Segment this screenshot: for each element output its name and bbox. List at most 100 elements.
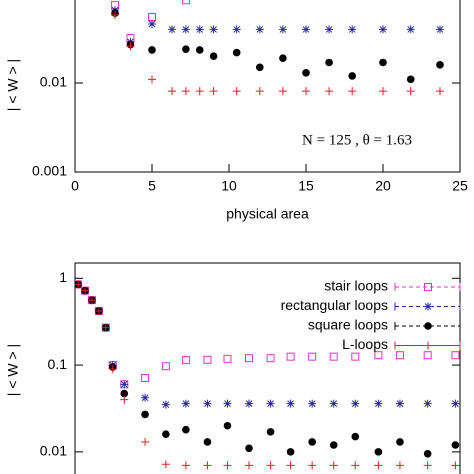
legend-label: L-loops [342, 336, 388, 352]
x-tick-label: 25 [452, 178, 468, 194]
marker-plus [232, 87, 241, 96]
marker-dot [245, 444, 253, 453]
marker-star [209, 25, 218, 34]
marker-square [223, 354, 232, 363]
marker-plus [101, 323, 110, 332]
marker-plus [94, 306, 103, 315]
marker-plus [286, 461, 295, 470]
y-tick-label: 0.1 [48, 0, 68, 1]
marker-square [424, 283, 432, 291]
marker-star [406, 25, 415, 34]
y-tick-label: 0.001 [32, 163, 67, 179]
marker-star [308, 399, 317, 408]
marker-dot [223, 421, 232, 430]
marker-plus [325, 87, 334, 96]
marker-dot [329, 441, 338, 449]
marker-dot [279, 54, 287, 62]
marker-square [181, 0, 190, 5]
marker-star [351, 399, 360, 408]
marker-star [161, 400, 170, 409]
marker-star [278, 25, 287, 34]
marker-plus [435, 87, 444, 96]
marker-dot [351, 432, 360, 441]
marker-star [148, 20, 156, 29]
x-tick-label: 20 [375, 178, 391, 194]
marker-plus [209, 87, 218, 96]
marker-dot [203, 438, 212, 446]
marker-plus [266, 461, 275, 470]
marker-star [120, 380, 129, 389]
marker-star [451, 399, 460, 408]
marker-square [329, 352, 338, 361]
marker-plus [348, 87, 357, 96]
marker-star [255, 25, 264, 34]
marker-plus [181, 461, 190, 470]
marker-plus [148, 75, 156, 84]
marker-dot [423, 450, 432, 458]
marker-dot [348, 72, 357, 80]
annotation: N = 125 , θ = 1.63 [302, 132, 412, 148]
marker-square [148, 13, 156, 22]
marker-dot [162, 430, 170, 438]
marker-plus [245, 461, 254, 470]
marker-dot [374, 448, 383, 456]
y-tick-label: 0.1 [48, 356, 68, 372]
marker-dot [286, 448, 295, 456]
marker-dot [182, 425, 190, 434]
marker-star [286, 399, 295, 408]
marker-dot [148, 46, 156, 54]
marker-dot [308, 438, 316, 446]
marker-square [203, 355, 212, 364]
marker-plus [75, 280, 83, 289]
marker-star [329, 399, 338, 408]
marker-plus [451, 461, 460, 470]
y-tick-label: 1 [59, 269, 67, 285]
marker-plus [141, 437, 150, 446]
x-axis-label: physical area [226, 206, 309, 222]
marker-plus [329, 461, 338, 470]
marker-plus [374, 461, 383, 470]
marker-square [161, 362, 170, 371]
marker-dot [209, 52, 218, 61]
marker-square [451, 351, 460, 360]
marker-star [325, 25, 334, 34]
marker-dot [396, 438, 404, 446]
marker-square [351, 352, 360, 361]
marker-dot [266, 428, 275, 436]
marker-square [141, 373, 150, 382]
marker-plus [181, 87, 190, 96]
marker-dot [141, 410, 149, 419]
marker-dot [436, 61, 444, 69]
marker-dot [182, 45, 190, 53]
marker-star [266, 399, 275, 408]
y-tick-label: 0.01 [40, 443, 67, 459]
marker-plus [379, 87, 387, 96]
marker-plus [111, 11, 120, 20]
x-tick-label: 15 [298, 178, 314, 194]
marker-star [203, 399, 212, 408]
marker-plus [81, 286, 90, 295]
marker-square [374, 351, 383, 360]
plot-area [111, 0, 444, 96]
marker-plus [351, 461, 360, 470]
marker-dot [302, 69, 310, 77]
marker-square [266, 354, 275, 363]
marker-star [395, 399, 404, 408]
marker-plus [168, 87, 177, 96]
x-tick-label: 0 [71, 178, 79, 194]
x-tick-label: 5 [148, 178, 156, 194]
marker-star [423, 399, 432, 408]
marker-star [168, 25, 177, 34]
marker-plus [108, 365, 117, 374]
marker-star [379, 25, 387, 34]
plot-area [75, 280, 460, 470]
marker-star [181, 25, 190, 34]
marker-plus [120, 395, 129, 404]
marker-plus [406, 87, 415, 96]
marker-dot [255, 63, 264, 72]
marker-plus [126, 42, 135, 51]
y-tick-label: 0.01 [40, 74, 67, 90]
marker-square [245, 354, 254, 363]
legend-label: rectangular loops [281, 297, 388, 313]
marker-star [223, 399, 232, 408]
